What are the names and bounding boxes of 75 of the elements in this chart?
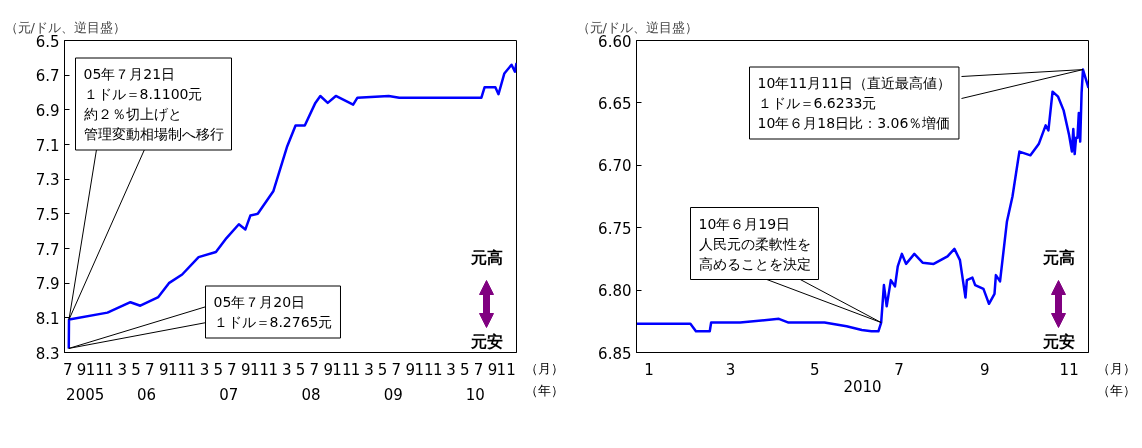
x-tick-label: 9 — [323, 360, 333, 379]
y-tick-label: 6.85 — [598, 344, 632, 363]
annotation: 元高 — [469, 247, 503, 267]
x-tick-label: 11 — [167, 360, 187, 379]
annotation: 元安 — [469, 331, 503, 351]
x-tick-label: 7 — [473, 360, 484, 379]
x-tick-label: 3 — [282, 360, 292, 379]
x-tick-label: 11 — [496, 360, 516, 379]
x-tick-label: 1 — [186, 360, 196, 379]
x-tick-label: 3 — [364, 360, 374, 379]
x-tick-label: 1 — [432, 360, 443, 379]
x-tick-label: 1 — [104, 360, 114, 379]
x-tick-label: 9 — [158, 360, 169, 379]
x-tick-label: 3 — [446, 360, 456, 379]
y-tick-label: 6.70 — [598, 157, 632, 176]
x-tick-label: 11 — [414, 360, 434, 379]
x-tick-label: 7 — [391, 360, 402, 379]
annotation: 10年11月11日（直近最高値）１ドル＝6.6233元10年６月18日比：3.06％増価 — [757, 75, 951, 131]
x-tick-label: 3 — [199, 360, 210, 379]
x2-tick-label: 08 — [301, 385, 321, 404]
x-tick-label: 5 — [295, 360, 306, 379]
x-tick-label: 9 — [405, 360, 416, 379]
line-series — [636, 68, 1089, 333]
x2-tick-label: 06 — [137, 385, 157, 404]
x-tick-label: 5 — [131, 360, 141, 379]
x-tick-label: 9 — [980, 360, 990, 379]
annotation: 05年７月21日１ドル＝8.1100元約２％切上げと管理変動相場制へ移行 — [83, 66, 224, 142]
x-tick-label: 9 — [241, 360, 251, 379]
x-tick-label: 1 — [644, 360, 654, 379]
x-tick-label: 3 — [117, 360, 128, 379]
x-tick-label: 5 — [810, 360, 820, 379]
x-tick-label: 7 — [145, 360, 155, 379]
x-tick-label: 7 — [309, 360, 320, 379]
x2-tick-label: 2005 — [66, 385, 105, 404]
x-axis-title: （月） — [525, 361, 564, 376]
x-tick-label: 7 — [227, 360, 237, 379]
x-tick-label: 5 — [459, 360, 470, 379]
x2-axis-title: （年） — [1097, 383, 1136, 398]
x-tick-label: 1 — [268, 360, 279, 379]
x-tick-label: 3 — [725, 360, 736, 379]
x2-tick-label: 09 — [383, 385, 403, 404]
x2-tick-label: 07 — [219, 385, 239, 404]
x2-axis-title: （年） — [525, 383, 564, 398]
x-tick-label: 11 — [332, 360, 352, 379]
y-tick-label: 7.7 — [35, 240, 60, 259]
x-tick-label: 1 — [350, 360, 361, 379]
x-tick-label: 11 — [1059, 360, 1079, 379]
x-tick-label: 7 — [62, 360, 73, 379]
y-tick-label: 7.3 — [35, 171, 60, 190]
x2-tick-label: 10 — [465, 385, 485, 404]
y-tick-label: 8.1 — [35, 309, 60, 328]
x-tick-label: 5 — [213, 360, 223, 379]
x-tick-label: 11 — [85, 360, 105, 379]
annotation: 05年７月20日１ドル＝8.2765元 — [213, 294, 333, 330]
y-axis-title: （元/ドル、逆目盛） — [4, 19, 126, 35]
x-tick-label: 11 — [250, 360, 270, 379]
y-tick-label: 8.3 — [35, 344, 60, 363]
y-tick-label: 6.75 — [598, 219, 632, 238]
y-tick-label: 6.7 — [35, 67, 60, 86]
x-tick-label: 5 — [377, 360, 388, 379]
y-tick-label: 6.65 — [598, 94, 632, 113]
annotation: 元安 — [1041, 331, 1075, 351]
x-axis-title: （月） — [1097, 361, 1136, 376]
annotation: 10年６月19日人民元の柔軟性を高めることを決定 — [698, 215, 811, 272]
x-tick-label: 7 — [894, 360, 904, 379]
y-axis-title: （元/ドル、逆目盛） — [576, 19, 698, 35]
text: 2010 — [843, 377, 882, 396]
y-tick-label: 6.9 — [35, 101, 60, 120]
x-tick-label: 9 — [487, 360, 498, 379]
y-tick-label: 6.80 — [598, 282, 632, 301]
y-tick-label: 7.5 — [35, 205, 60, 224]
y-tick-label: 7.1 — [35, 136, 60, 155]
y-tick-label: 7.9 — [35, 275, 60, 294]
x-tick-label: 9 — [76, 360, 87, 379]
annotation: 元高 — [1041, 247, 1075, 267]
